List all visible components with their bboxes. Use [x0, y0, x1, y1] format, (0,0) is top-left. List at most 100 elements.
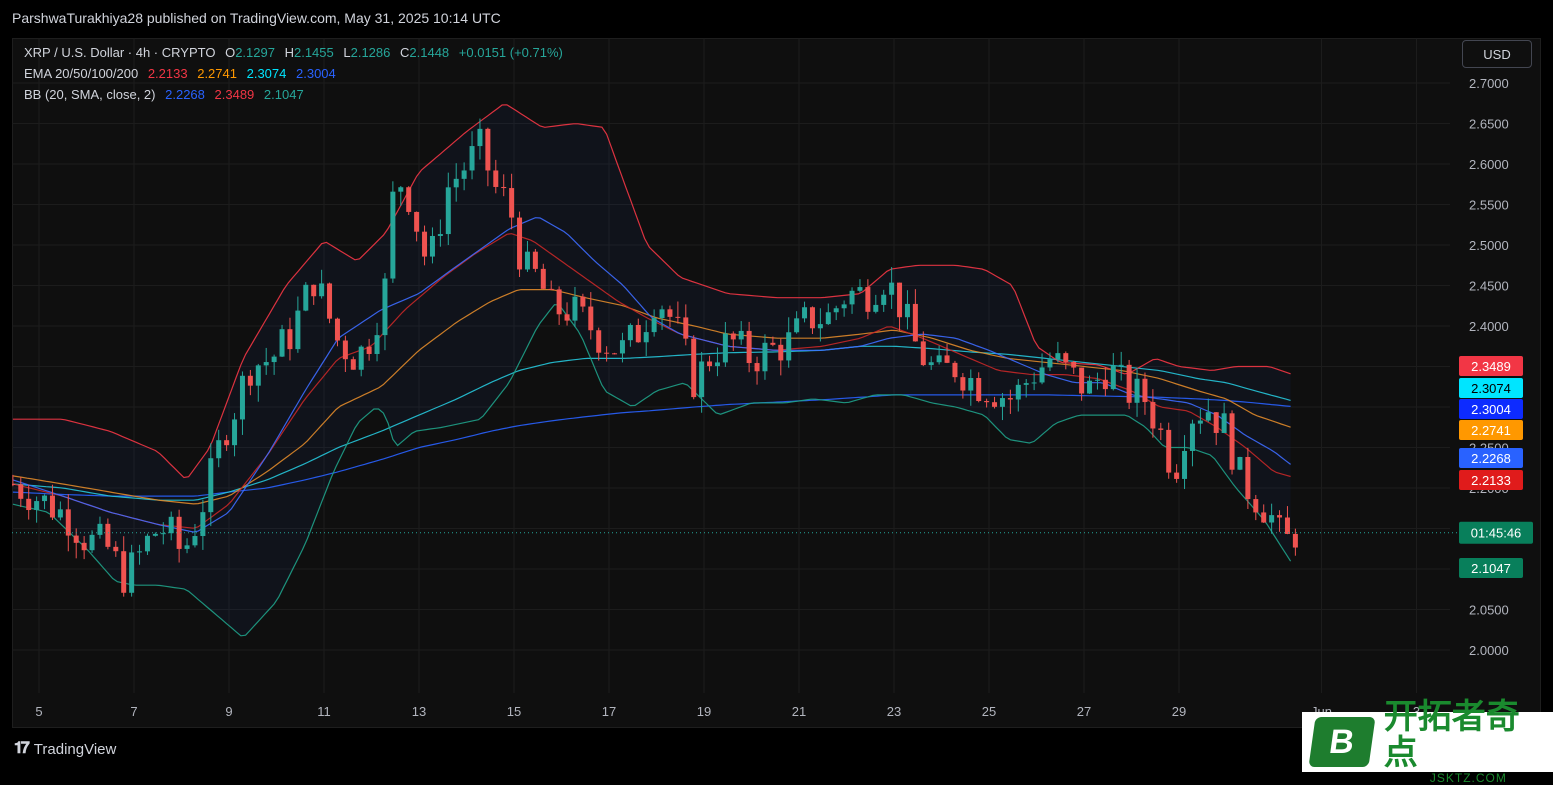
watermark-title: 开拓者奇点 — [1383, 698, 1520, 772]
candle-body — [1292, 533, 1298, 548]
candle-body — [232, 419, 238, 446]
attribution-bar: ParshwaTurakhiya28 published on TradingV… — [0, 0, 1553, 38]
candle-body — [651, 318, 657, 333]
ema100-line — [12, 345, 1291, 501]
candle-body — [865, 287, 871, 312]
candle-body — [184, 545, 190, 549]
candle-body — [667, 309, 673, 317]
candle-body — [1118, 364, 1124, 366]
candle-body — [517, 217, 523, 270]
ema200-value: 2.3004 — [296, 66, 336, 81]
candle-body — [984, 401, 990, 403]
candle-body — [738, 330, 744, 340]
candle-body — [1047, 359, 1053, 368]
candle-body — [817, 324, 823, 329]
candle-body — [1015, 384, 1021, 400]
candle-body — [920, 341, 926, 366]
y-tick-label: 2.6500 — [1469, 117, 1509, 132]
ema20-value: 2.2133 — [147, 66, 188, 81]
candle-body — [572, 296, 578, 321]
candle-body — [327, 283, 333, 319]
candle-body — [398, 187, 404, 192]
close-value: 2.1448 — [409, 45, 450, 60]
candle-body — [873, 304, 879, 312]
candle-body — [34, 501, 40, 511]
candle-body — [1071, 361, 1077, 368]
bb-lower-line — [12, 304, 1292, 637]
candle-body — [319, 283, 325, 297]
candle-body — [928, 362, 934, 366]
x-tick-label: 25 — [982, 704, 996, 719]
legend-row-ohlc: XRP / U.S. Dollar · 4h · CRYPTO O2.1297 … — [24, 45, 563, 60]
candle-body — [675, 316, 681, 318]
candle-body — [1277, 515, 1283, 518]
candle-body — [42, 495, 48, 502]
symbol-title: XRP / U.S. Dollar · 4h · CRYPTO — [24, 45, 216, 60]
candle-body — [1205, 412, 1211, 421]
bb-basis-line — [12, 217, 1291, 533]
candle-body — [1039, 367, 1045, 383]
candle-body — [461, 170, 467, 179]
candle-body — [1237, 457, 1243, 470]
candle-body — [627, 324, 633, 341]
candle-body — [414, 211, 420, 232]
candle-body — [1197, 420, 1203, 424]
candle-body — [976, 378, 982, 402]
countdown-label: 01:45:46 — [1471, 526, 1522, 541]
price-chart[interactable]: 2.00002.05002.10002.15002.20002.25002.30… — [12, 38, 1541, 728]
candle-body — [833, 308, 839, 313]
tv-logo-icon: 𝟏𝟕 — [14, 740, 30, 757]
price-label: 2.3004 — [1471, 402, 1511, 417]
candle-body — [1150, 402, 1156, 429]
candle-body — [746, 330, 752, 364]
y-tick-label: 2.7000 — [1469, 76, 1509, 91]
candle-body — [881, 294, 887, 305]
candle-body — [794, 318, 800, 333]
candle-body — [334, 318, 340, 341]
time-axis: 57911131517192123252729Jun3 — [35, 704, 1420, 719]
x-tick-label: 17 — [602, 704, 616, 719]
candle-body — [1189, 423, 1195, 451]
candle-body — [437, 234, 443, 236]
candle-body — [944, 355, 950, 363]
candle-body — [612, 353, 618, 355]
candle-body — [303, 284, 309, 311]
candle-body — [1007, 398, 1013, 400]
candle-body — [580, 296, 586, 307]
candle-body — [1166, 429, 1172, 473]
candle-body — [113, 546, 119, 552]
candle-body — [445, 187, 451, 235]
high-label: H — [284, 45, 294, 60]
candle-body — [121, 551, 127, 593]
candle-body — [683, 317, 689, 339]
candle-body — [904, 303, 910, 318]
candle-body — [168, 516, 174, 534]
x-tick-label: 27 — [1077, 704, 1091, 719]
ema100-value: 2.3074 — [246, 66, 287, 81]
candle-body — [825, 312, 831, 325]
candle-body — [714, 362, 720, 367]
candle-body — [342, 340, 348, 360]
bb-basis-value: 2.2268 — [165, 87, 205, 102]
currency-button[interactable]: USD — [1462, 40, 1532, 68]
close-label: C — [400, 45, 410, 60]
candle-body — [936, 355, 942, 363]
candle-body — [722, 333, 728, 363]
candle-body — [564, 314, 570, 321]
candle-body — [992, 402, 998, 407]
candle-body — [350, 359, 356, 370]
candle-body — [596, 330, 602, 353]
candle-body — [1031, 382, 1037, 384]
candle-body — [691, 338, 697, 398]
candle-body — [366, 346, 372, 354]
tradingview-logo[interactable]: 𝟏𝟕 TradingView — [14, 740, 116, 758]
candle-body — [247, 375, 253, 386]
candle-body — [1221, 413, 1227, 433]
candle-body — [469, 146, 475, 171]
candle-body — [1063, 353, 1069, 362]
candle-body — [65, 509, 71, 536]
y-tick-label: 2.6000 — [1469, 157, 1509, 172]
y-tick-label: 2.0000 — [1469, 643, 1509, 658]
high-value: 2.1455 — [293, 45, 334, 60]
candle-body — [1253, 499, 1259, 513]
